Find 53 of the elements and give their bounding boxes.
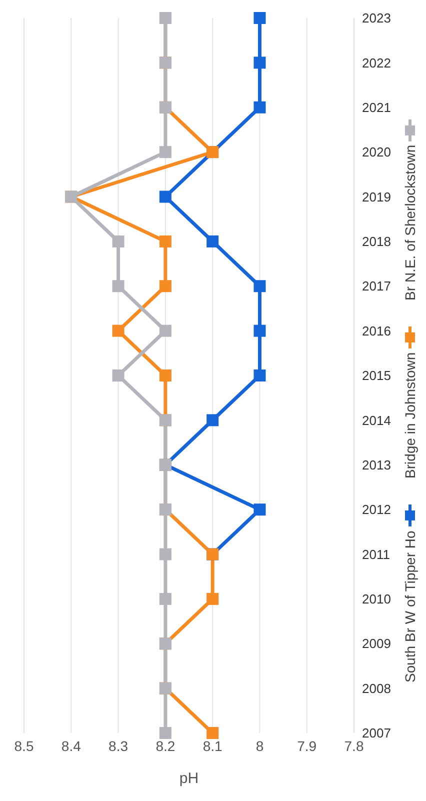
point (254, 56, 266, 69)
y-tick-label: 2023 (362, 10, 391, 26)
point (159, 235, 172, 248)
point (254, 12, 266, 24)
y-tick-label: 2020 (362, 144, 391, 160)
y-tick-label: 2022 (362, 55, 391, 70)
x-tick-label: 8.3 (108, 738, 128, 754)
point (159, 727, 172, 739)
x-tick-label: 8 (256, 738, 264, 754)
y-tick-label: 2015 (362, 368, 391, 384)
point (159, 592, 172, 605)
x-tick-label: 8.4 (61, 738, 82, 754)
y-tick-label: 2012 (362, 502, 391, 518)
point (254, 101, 266, 114)
point (159, 280, 172, 292)
point (206, 235, 219, 248)
y-tick-label: 2010 (362, 592, 391, 607)
y-tick-label: 2016 (362, 323, 391, 338)
y-tick-label: 2019 (362, 189, 391, 204)
point (112, 370, 124, 382)
y-tick-label: 2007 (362, 726, 391, 741)
point (112, 324, 124, 337)
y-tick-label: 2021 (362, 100, 391, 115)
point (254, 324, 266, 337)
point (254, 370, 266, 382)
y-tick-label: 2011 (362, 546, 390, 562)
point (254, 504, 266, 516)
point (159, 324, 172, 337)
x-tick-label: 7.9 (297, 738, 317, 754)
y-tick-label: 2018 (362, 234, 391, 250)
legend-label: South Br W of Tipper Ho (402, 530, 418, 682)
point (112, 235, 124, 248)
x-tick-label: 8.2 (156, 738, 176, 754)
y-tick-label: 2009 (362, 636, 391, 652)
x-tick-label: 7.8 (344, 738, 364, 754)
point (112, 280, 124, 292)
x-tick-label: 8.5 (14, 738, 34, 754)
legend-label: Br N.E. of Sherlockstown (402, 144, 418, 300)
y-tick-label: 2013 (362, 457, 391, 472)
point (206, 414, 219, 426)
y-tick-label: 2014 (362, 412, 391, 428)
x-axis-title: pH (179, 770, 199, 787)
x-tick-label: 8.1 (202, 738, 223, 754)
point (159, 146, 172, 158)
legend-label: Bridge in Johnstown (402, 352, 418, 478)
point (206, 592, 219, 605)
point (159, 370, 172, 382)
y-tick-label: 2008 (362, 680, 391, 696)
point (254, 280, 266, 292)
point (206, 727, 219, 739)
point (159, 548, 172, 560)
point (159, 190, 172, 203)
y-tick-label: 2017 (362, 278, 391, 294)
